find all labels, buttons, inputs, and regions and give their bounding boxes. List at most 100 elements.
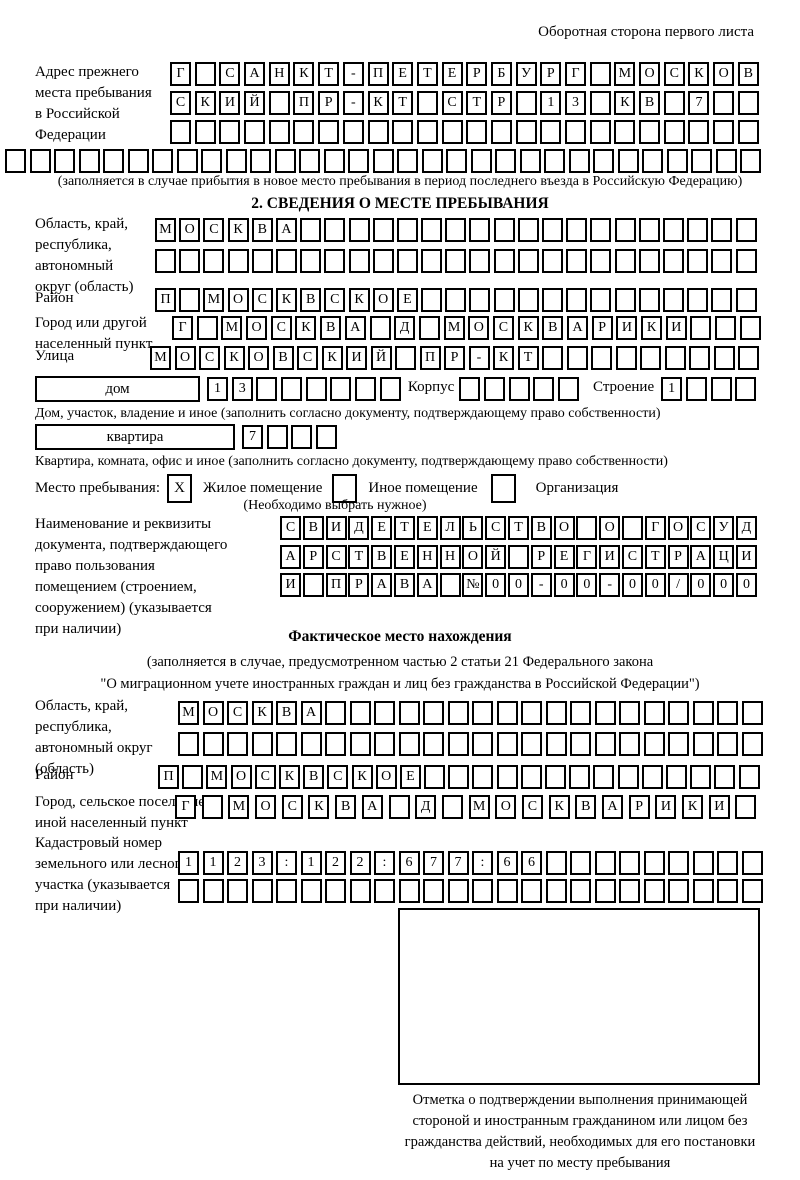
char-cell xyxy=(152,149,173,173)
char-cell xyxy=(493,288,515,312)
char-cell xyxy=(617,149,639,173)
char-cell xyxy=(323,149,345,173)
char-cell: К xyxy=(367,91,389,115)
char-cell xyxy=(594,879,616,903)
char-cell xyxy=(423,701,444,725)
char-cell xyxy=(665,765,687,789)
char-cell: О xyxy=(713,62,735,86)
char-cell xyxy=(349,879,371,903)
char-cell xyxy=(717,732,738,756)
factual-note-1: (заполняется в случае, предусмотренном ч… xyxy=(146,654,654,670)
char-cell xyxy=(348,249,370,273)
char-cell xyxy=(470,149,492,173)
char-cell xyxy=(542,288,563,312)
char-cell xyxy=(515,120,537,144)
char-cell xyxy=(196,316,218,340)
char-cell: - xyxy=(468,346,490,370)
char-cell xyxy=(268,120,290,144)
char-cell xyxy=(469,288,491,312)
char-cell: Д xyxy=(735,516,757,540)
korpus-cells xyxy=(459,377,580,401)
char-cell: К xyxy=(295,316,317,340)
char-cell xyxy=(374,732,395,756)
char-cell: 7 xyxy=(688,91,710,115)
char-cell xyxy=(5,149,26,173)
char-cell xyxy=(300,249,322,273)
char-cell xyxy=(299,149,320,173)
char-cell: Е xyxy=(392,62,414,86)
char-cell: М xyxy=(155,218,176,242)
prev-address-note: (заполняется в случае прибытия в новое м… xyxy=(57,174,743,189)
char-cell: С xyxy=(663,62,685,86)
factual-title: Фактическое место нахождения xyxy=(288,628,512,645)
char-cell xyxy=(276,732,297,756)
stroenie-label: Строение xyxy=(593,379,655,395)
char-cell xyxy=(447,732,469,756)
char-cell: К xyxy=(517,316,539,340)
char-cell: О xyxy=(179,218,201,242)
char-cell: С xyxy=(297,346,318,370)
char-cell: И xyxy=(708,795,730,819)
char-cell: Т xyxy=(466,91,488,115)
char-cell xyxy=(291,425,313,449)
char-cell: С xyxy=(199,346,220,370)
char-cell xyxy=(29,149,51,173)
char-cell: Г xyxy=(170,62,191,86)
char-cell xyxy=(201,795,223,819)
char-cell: 0 xyxy=(553,573,575,597)
char-cell xyxy=(570,851,591,875)
prev-address-row-4 xyxy=(5,149,761,173)
char-cell xyxy=(316,425,338,449)
char-cell xyxy=(225,149,247,173)
char-cell: А xyxy=(361,795,383,819)
char-cell xyxy=(469,249,491,273)
char-cell: С xyxy=(690,516,712,540)
char-cell: К xyxy=(351,765,373,789)
char-cell: 6 xyxy=(398,851,420,875)
apartment-cells: 7 xyxy=(242,425,338,449)
char-cell: В xyxy=(302,516,324,540)
char-cell xyxy=(619,732,640,756)
char-cell: И xyxy=(735,545,757,569)
char-cell: С xyxy=(281,795,303,819)
char-cell: К xyxy=(275,288,297,312)
char-cell xyxy=(713,346,735,370)
char-cell: 2 xyxy=(227,851,248,875)
char-cell xyxy=(740,149,761,173)
char-cell xyxy=(348,218,370,242)
char-cell xyxy=(439,573,461,597)
cadastre-row-2 xyxy=(178,879,763,903)
char-cell: О xyxy=(227,288,249,312)
stay-type-note: (Необходимо выбрать нужное) xyxy=(243,498,427,513)
char-cell: И xyxy=(325,516,347,540)
char-cell: О xyxy=(462,545,484,569)
char-cell xyxy=(540,120,562,144)
char-cell: С xyxy=(254,765,276,789)
char-cell: О xyxy=(639,62,661,86)
char-cell xyxy=(201,149,222,173)
char-cell xyxy=(711,218,733,242)
char-cell xyxy=(324,218,346,242)
char-cell xyxy=(275,249,297,273)
char-cell xyxy=(447,701,469,725)
char-cell: С xyxy=(270,316,292,340)
char-cell xyxy=(490,120,512,144)
char-cell: Р xyxy=(540,62,562,86)
char-cell: 6 xyxy=(496,851,518,875)
char-cell xyxy=(300,218,322,242)
char-cell: О xyxy=(553,516,575,540)
char-cell: В xyxy=(530,516,552,540)
char-cell xyxy=(194,120,216,144)
char-cell xyxy=(493,249,515,273)
char-cell xyxy=(711,249,733,273)
char-cell xyxy=(738,346,759,370)
char-cell xyxy=(330,377,352,401)
char-cell: О xyxy=(468,316,490,340)
char-cell xyxy=(496,879,518,903)
char-cell: К xyxy=(308,795,330,819)
char-cell: С xyxy=(621,545,643,569)
char-cell xyxy=(566,288,588,312)
char-cell: М xyxy=(221,316,243,340)
